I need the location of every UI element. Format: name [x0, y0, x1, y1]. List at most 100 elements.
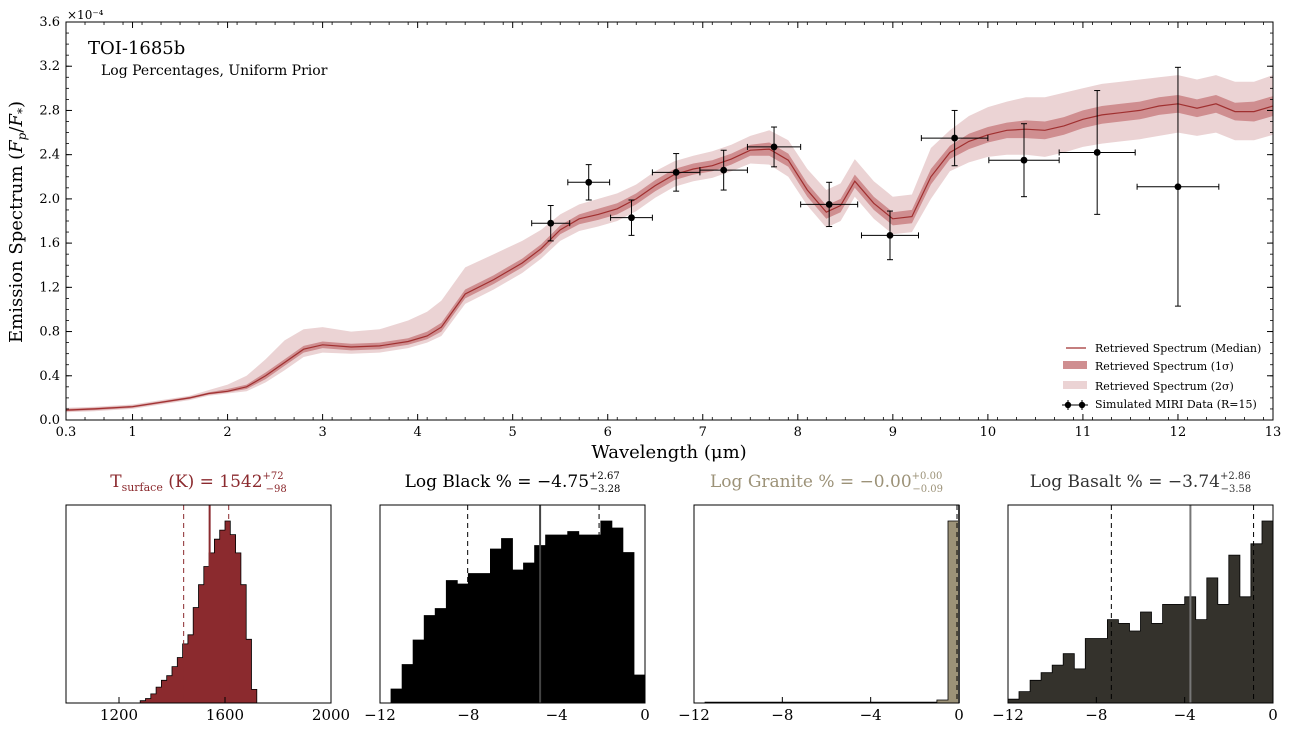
data-point: [860, 210, 920, 261]
histogram-frame: [379, 504, 646, 704]
x-tick-label: 3: [318, 425, 326, 440]
data-point-marker: [770, 143, 778, 151]
x-tick-label: 0: [954, 706, 964, 724]
data-point: [567, 164, 611, 201]
y-tick-label: 2.8: [39, 103, 60, 118]
x-tick-label: −12: [992, 706, 1024, 724]
data-point-marker: [585, 178, 593, 186]
data-point: [610, 199, 653, 236]
plot-frame: [65, 21, 1274, 421]
legend-data-label: Simulated MIRI Data (R=15): [1095, 398, 1257, 411]
x-tick-label: −8: [771, 706, 793, 724]
histogram-title: Log Granite % = −0.00+0.00 −0.09: [710, 471, 943, 495]
x-tick-label: 10: [980, 425, 997, 440]
histogram-title: Tsurface (K) = 1542+72 −98: [110, 471, 287, 495]
histogram-panel: −12 −8 −4 0 Log Black % = −4.75+2.67 −3.28: [364, 471, 650, 724]
x-tick-label: 13: [1265, 425, 1282, 440]
legend-data-swatch: [1062, 400, 1088, 410]
data-point-marker: [825, 201, 833, 208]
x-tick-label: 1600: [206, 706, 244, 724]
y-tick-label: 1.2: [39, 280, 60, 295]
legend-2sigma-swatch: [1063, 381, 1087, 389]
emission-spectrum-panel: 0.3 1 2 3 4 5 6 7 8 9 10 11 12 130.00.40.81.21.62.02.…: [6, 8, 1281, 463]
data-point-marker: [547, 219, 555, 227]
x-tick-label: −12: [364, 706, 396, 724]
x-axis-label: Wavelength (μm): [591, 442, 746, 463]
x-tick-label: 0.3: [56, 425, 77, 440]
x-tick-label: −8: [1085, 706, 1107, 724]
data-point-marker: [628, 214, 635, 222]
data-point: [746, 126, 802, 168]
y-tick-label: 2.0: [39, 192, 60, 207]
data-point-marker: [1020, 156, 1028, 164]
data-point-marker: [1093, 149, 1101, 156]
x-tick-label: −4: [1174, 706, 1196, 724]
legend-2sigma-label: Retrieved Spectrum (2σ): [1095, 380, 1234, 393]
x-tick-label: 0: [640, 706, 650, 724]
x-tick-label: 4: [414, 425, 422, 440]
spectrum-bands: [65, 75, 1274, 413]
histogram-bars: [1007, 520, 1274, 704]
y-tick-label: 3.6: [39, 15, 60, 30]
x-tick-label: −4: [546, 706, 568, 724]
histogram-bars: [694, 520, 960, 704]
legend: Retrieved Spectrum (Median) Retrieved Sp…: [1062, 342, 1261, 411]
data-point: [651, 153, 701, 192]
histogram-frame: [65, 504, 332, 704]
data-point: [531, 205, 571, 242]
data-point-marker: [951, 134, 959, 142]
data-point: [699, 149, 748, 191]
histogram-frame: [693, 504, 960, 704]
x-tick-label: 7: [699, 425, 707, 440]
data-point-marker: [886, 231, 894, 239]
x-tick-label: 6: [604, 425, 612, 440]
x-tick-label: 0: [1268, 706, 1278, 724]
y-multiplier: ×10⁻⁴: [67, 8, 104, 22]
x-tick-label: −8: [457, 706, 479, 724]
data-point: [988, 123, 1060, 198]
histogram-bars: [139, 520, 258, 704]
data-point-marker: [720, 166, 728, 174]
y-tick-label: 1.6: [39, 236, 60, 251]
data-point: [1136, 66, 1220, 307]
y-tick-label: 0.4: [39, 369, 60, 384]
histogram-panel: −12 −8 −4 0 Log Basalt % = −3.74+2.86 −3.58: [992, 471, 1278, 724]
miri-data-points: [531, 66, 1220, 307]
x-tick-label: 2: [223, 425, 231, 440]
x-tick-label: −4: [860, 706, 882, 724]
histogram-title: Log Basalt % = −3.74+2.86 −3.58: [1030, 471, 1252, 495]
band-2sigma: [66, 75, 1273, 413]
y-tick-label: 2.4: [39, 148, 60, 163]
y-tick-label: 0.0: [39, 413, 60, 428]
median-line: [65, 103, 1274, 411]
histogram-panel: −12 −8 −4 0 Log Granite % = −0.00+0.00 −0.09: [678, 471, 964, 724]
data-point-marker: [1174, 183, 1182, 191]
histogram-frame: [1007, 504, 1274, 704]
annotation-title: TOI-1685b: [88, 38, 185, 59]
legend-median-label: Retrieved Spectrum (Median): [1095, 342, 1261, 355]
x-tick-label: −12: [678, 706, 710, 724]
legend-1sigma-label: Retrieved Spectrum (1σ): [1095, 360, 1234, 373]
legend-1sigma-swatch: [1063, 361, 1087, 369]
histogram-title: Log Black % = −4.75+2.67 −3.28: [405, 471, 621, 495]
x-tick-label: 8: [794, 425, 802, 440]
main-axes: 0.3 1 2 3 4 5 6 7 8 9 10 11 12 130.00.40.81.21.62.02.…: [39, 15, 1281, 440]
y-tick-label: 0.8: [39, 325, 60, 340]
annotation-subtitle: Log Percentages, Uniform Prior: [101, 63, 328, 79]
plot-background: [66, 22, 1273, 420]
posterior-histograms: 1200 1600 2000 Tsurface (K) = 1542+72 −98 −12…: [65, 471, 1278, 724]
x-tick-label: 5: [509, 425, 517, 440]
x-tick-label: 12: [1170, 425, 1187, 440]
x-tick-label: 2000: [312, 706, 350, 724]
y-axis-label: Emission Spectrum (Fp/F*): [6, 101, 29, 343]
data-point: [1058, 90, 1136, 215]
histogram-bars: [380, 520, 646, 704]
data-point-marker: [672, 168, 680, 176]
x-tick-label: 1: [128, 425, 136, 440]
y-tick-label: 3.2: [39, 59, 60, 74]
data-point: [920, 109, 989, 167]
x-tick-label: 1200: [100, 706, 138, 724]
x-tick-label: 9: [889, 425, 897, 440]
histogram-panel: 1200 1600 2000 Tsurface (K) = 1542+72 −98: [65, 471, 350, 724]
